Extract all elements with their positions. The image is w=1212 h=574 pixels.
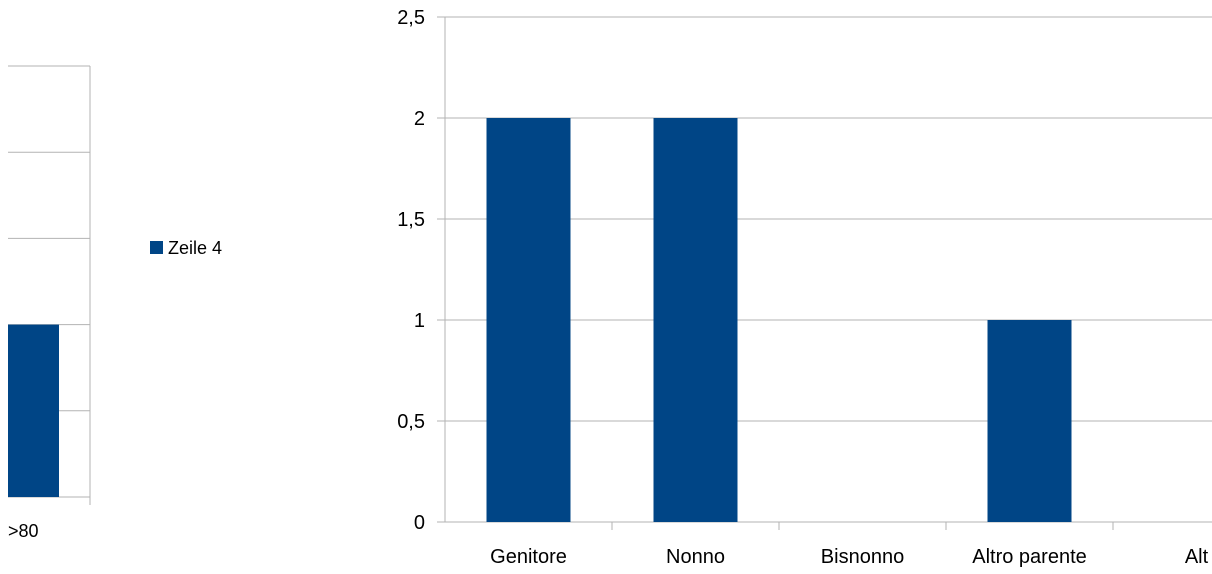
right-y-tick-label: 0,5 (397, 411, 425, 433)
right-y-tick-label: 1 (414, 310, 425, 332)
right-chart: 0 0,5 1 1,5 2 2,5 Genitore Nonno Bisnonno Altro … (397, 7, 1212, 568)
right-y-tick-labels: 0 0,5 1 1,5 2 2,5 (397, 7, 425, 534)
right-y-tick-label: 0 (414, 512, 425, 534)
left-bar (8, 324, 59, 497)
legend-swatch (150, 241, 163, 254)
right-x-tick-label: Genitore (490, 546, 567, 568)
legend-label: Zeile 4 (168, 238, 222, 258)
right-y-tick-label: 2 (414, 108, 425, 130)
right-x-tick-label: Altro parente (972, 546, 1087, 568)
right-bar (653, 118, 738, 522)
right-y-tick-label: 1,5 (397, 209, 425, 231)
left-chart: >80 (8, 65, 91, 541)
right-x-tick-labels: Genitore Nonno Bisnonno Altro parente Alt (490, 546, 1208, 568)
right-x-ticks (611, 522, 1114, 530)
right-bars (486, 118, 1072, 522)
right-bar (987, 320, 1072, 522)
right-y-tick-label: 2,5 (397, 7, 425, 29)
right-x-tick-label: Nonno (666, 546, 725, 568)
legend: Zeile 4 (150, 238, 222, 258)
right-bar (486, 118, 571, 522)
right-x-tick-label: Alt (1185, 546, 1209, 568)
right-x-tick-label: Bisnonno (821, 546, 904, 568)
left-x-tick-label: >80 (8, 521, 39, 541)
right-gridlines (437, 16, 1212, 523)
